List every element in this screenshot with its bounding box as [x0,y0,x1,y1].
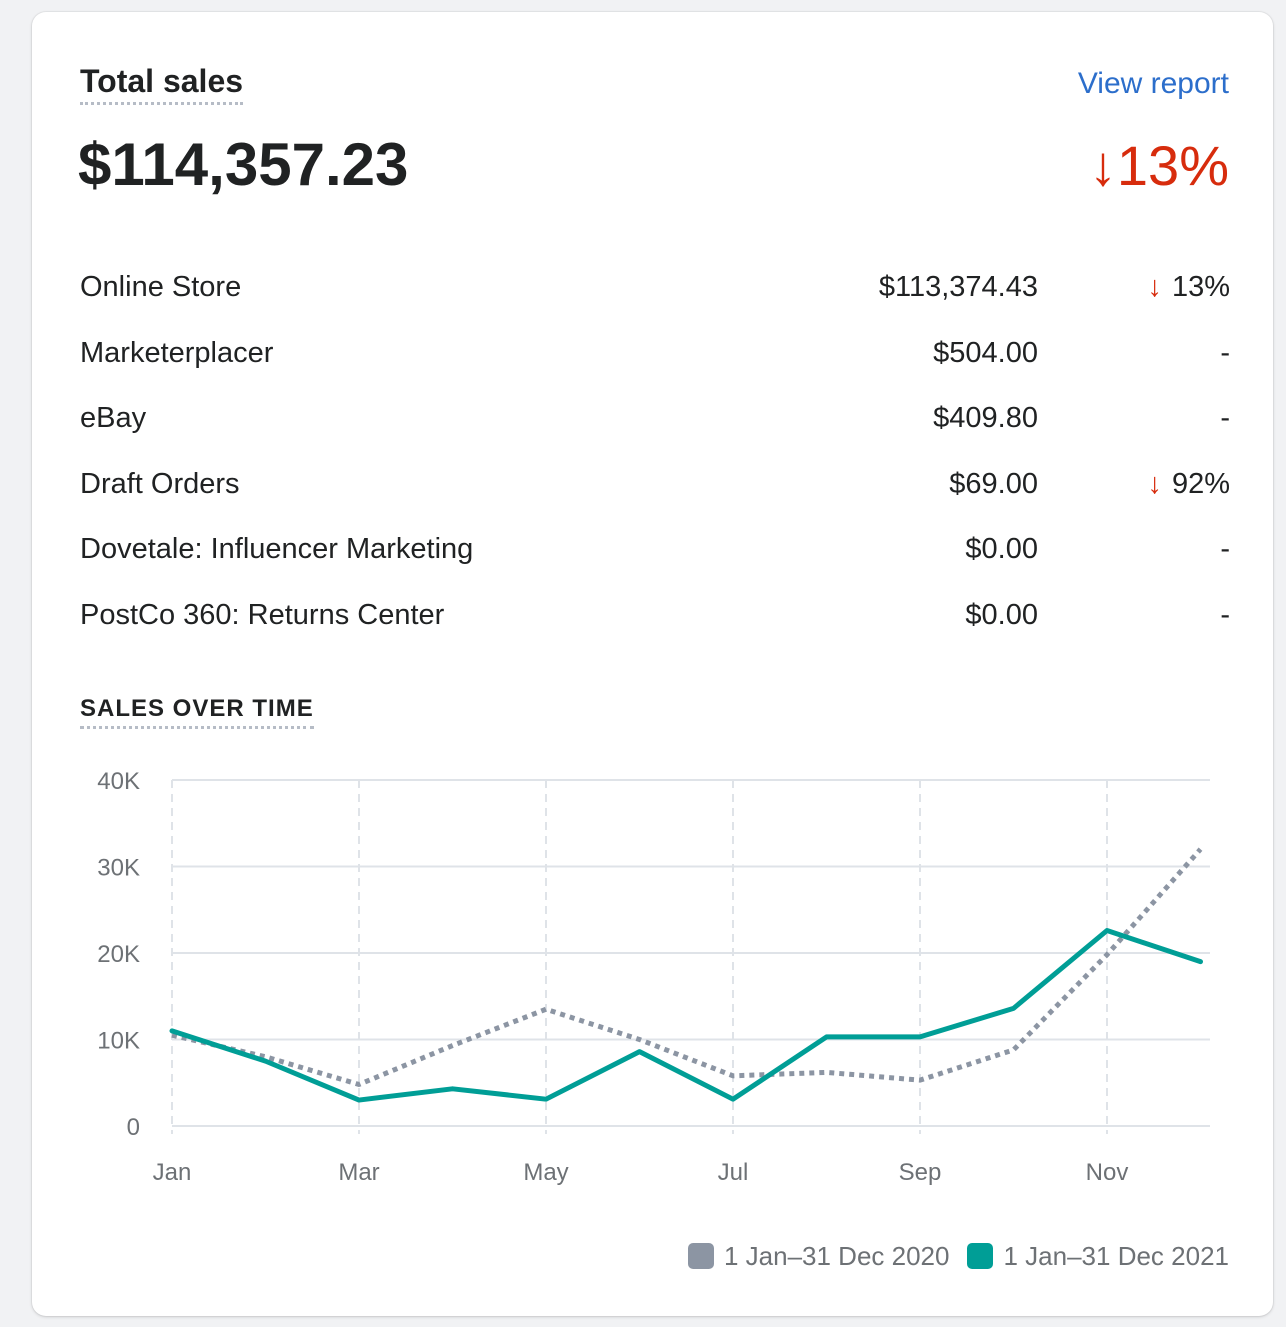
x-tick-label: May [523,1159,568,1186]
channel-amount: $113,374.43 [878,271,1038,303]
channel-name: Dovetale: Influencer Marketing [80,533,474,566]
y-tick-label: 30K [97,855,140,882]
channel-row: PostCo 360: Returns Center $0.00 - [80,595,1230,661]
series-line-2021 [169,928,1203,1103]
channel-row: Dovetale: Influencer Marketing $0.00 - [80,529,1230,595]
legend-swatch-2021 [967,1243,994,1269]
channel-name: eBay [80,402,147,435]
sales-channel-list: Online Store $113,374.43 ↓ 13% Marketerpl… [80,267,1230,661]
channel-amount: $0.00 [965,598,1038,631]
channel-name: Draft Orders [80,467,240,500]
channel-name: Marketerplacer [80,336,274,369]
channel-row: Draft Orders $69.00 ↓ 92% [80,464,1230,530]
legend-item-2021[interactable]: 1 Jan–31 Dec 2021 [967,1238,1229,1274]
y-tick-label: 20K [97,941,140,968]
channel-change: - [1220,598,1230,631]
arrow-down-icon: ↓ [1147,271,1162,303]
total-change: ↓13% [1089,134,1229,198]
arrow-down-icon: ↓ [1088,134,1117,197]
x-tick-label: Jan [153,1159,192,1186]
sales-over-time-chart: 0 10K 20K 30K 40K Jan Mar May Jul Sep Nov [97,768,1210,1186]
total-sales-value: $114,357.23 [78,131,409,198]
x-tick-label: Mar [338,1159,379,1186]
channel-change: ↓ 13% [1147,267,1230,307]
total-change-percent: 13% [1116,134,1229,197]
channel-amount: $0.00 [965,533,1038,566]
channel-row: Online Store $113,374.43 ↓ 13% [80,267,1230,333]
chart-legend: 1 Jan–31 Dec 2020 1 Jan–31 Dec 2021 [670,1238,1229,1274]
channel-amount: $69.00 [949,467,1038,500]
channel-row: eBay $409.80 - [80,398,1230,464]
channel-change-value: 92% [1171,467,1230,500]
view-report-link[interactable]: View report [1077,67,1229,100]
legend-label-2020: 1 Jan–31 Dec 2020 [723,1241,950,1271]
channel-change-value: 13% [1171,271,1230,303]
y-tick-label: 40K [97,768,140,795]
arrow-down-icon: ↓ [1147,467,1162,500]
chart-section-title: SALES OVER TIME [80,694,314,729]
x-tick-label: Nov [1086,1159,1129,1186]
channel-name: PostCo 360: Returns Center [80,598,445,631]
x-tick-label: Sep [899,1159,942,1186]
x-tick-label: Jul [718,1159,749,1186]
total-sales-card: Total sales View report $114,357.23 ↓13%… [32,12,1273,1316]
y-tick-label: 0 [127,1114,140,1141]
y-tick-label: 10K [97,1028,140,1055]
channel-name: Online Store [80,271,242,303]
channel-amount: $504.00 [933,336,1038,369]
legend-label-2021: 1 Jan–31 Dec 2021 [1003,1241,1229,1271]
channel-change: - [1220,336,1230,369]
legend-item-2020[interactable]: 1 Jan–31 Dec 2020 [687,1238,950,1274]
channel-row: Marketerplacer $504.00 - [80,333,1230,399]
channel-change: ↓ 92% [1147,464,1230,504]
series-line-2020 [171,847,1203,1087]
channel-change: - [1220,533,1230,566]
channel-amount: $409.80 [933,402,1038,435]
card-title: Total sales [80,62,244,105]
legend-swatch-2020 [687,1243,714,1269]
channel-change: - [1220,402,1230,435]
